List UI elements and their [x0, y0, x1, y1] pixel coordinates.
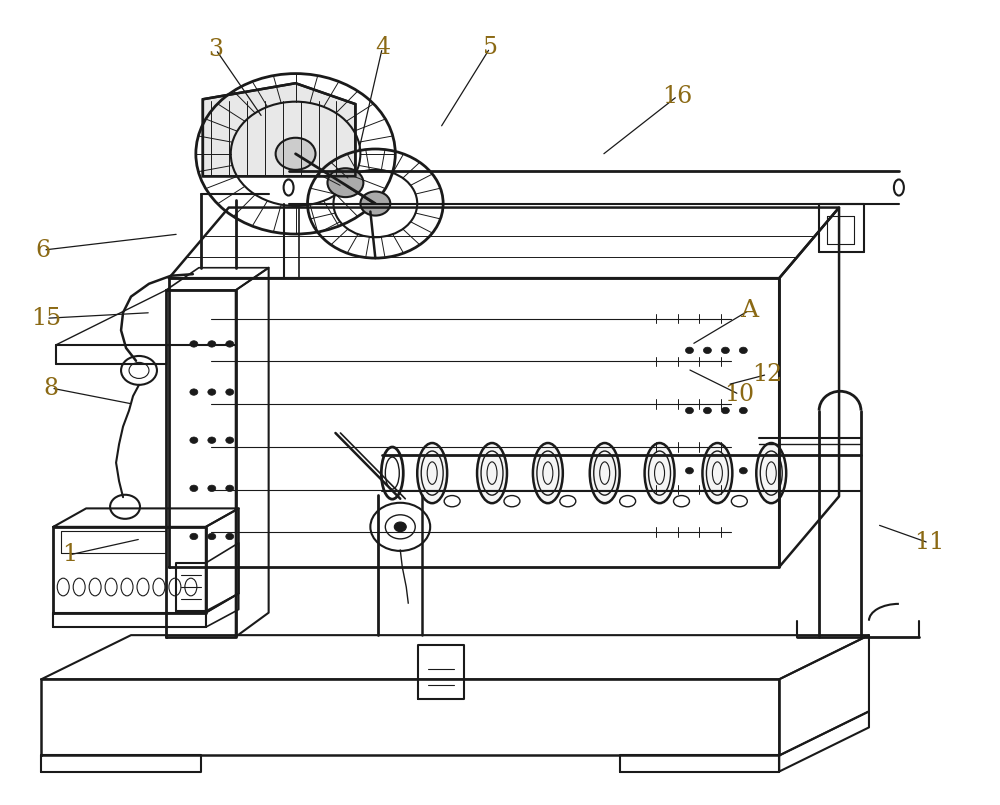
- Ellipse shape: [533, 443, 563, 503]
- Circle shape: [276, 138, 316, 170]
- Circle shape: [190, 533, 198, 539]
- Ellipse shape: [417, 443, 447, 503]
- Circle shape: [190, 485, 198, 492]
- Text: 4: 4: [375, 36, 390, 60]
- Text: 10: 10: [724, 383, 754, 406]
- Circle shape: [226, 341, 234, 347]
- Text: 16: 16: [662, 85, 693, 108]
- Circle shape: [208, 437, 216, 444]
- Circle shape: [190, 389, 198, 395]
- Text: 1: 1: [62, 543, 77, 567]
- Circle shape: [685, 407, 693, 414]
- Circle shape: [685, 468, 693, 474]
- Ellipse shape: [477, 443, 507, 503]
- Text: 6: 6: [36, 238, 51, 262]
- Circle shape: [327, 168, 363, 197]
- Text: 15: 15: [31, 307, 61, 330]
- Circle shape: [721, 468, 729, 474]
- Circle shape: [703, 347, 711, 353]
- Circle shape: [739, 407, 747, 414]
- Ellipse shape: [590, 443, 620, 503]
- Circle shape: [226, 437, 234, 444]
- Circle shape: [226, 533, 234, 539]
- Text: 3: 3: [208, 38, 223, 61]
- Ellipse shape: [702, 443, 732, 503]
- Circle shape: [190, 341, 198, 347]
- Text: 11: 11: [914, 531, 944, 555]
- Text: 8: 8: [44, 377, 59, 399]
- Circle shape: [208, 533, 216, 539]
- Circle shape: [703, 407, 711, 414]
- Circle shape: [190, 437, 198, 444]
- Circle shape: [739, 468, 747, 474]
- Circle shape: [703, 468, 711, 474]
- Ellipse shape: [645, 443, 675, 503]
- Text: 5: 5: [483, 36, 498, 60]
- Circle shape: [208, 485, 216, 492]
- Text: A: A: [740, 299, 758, 322]
- Ellipse shape: [756, 443, 786, 503]
- Circle shape: [394, 522, 406, 531]
- Circle shape: [208, 341, 216, 347]
- Polygon shape: [203, 83, 355, 176]
- Circle shape: [226, 485, 234, 492]
- Circle shape: [226, 389, 234, 395]
- Circle shape: [721, 347, 729, 353]
- Circle shape: [721, 407, 729, 414]
- Circle shape: [208, 389, 216, 395]
- Circle shape: [739, 347, 747, 353]
- Circle shape: [685, 347, 693, 353]
- Circle shape: [360, 192, 390, 216]
- Text: 12: 12: [752, 363, 782, 386]
